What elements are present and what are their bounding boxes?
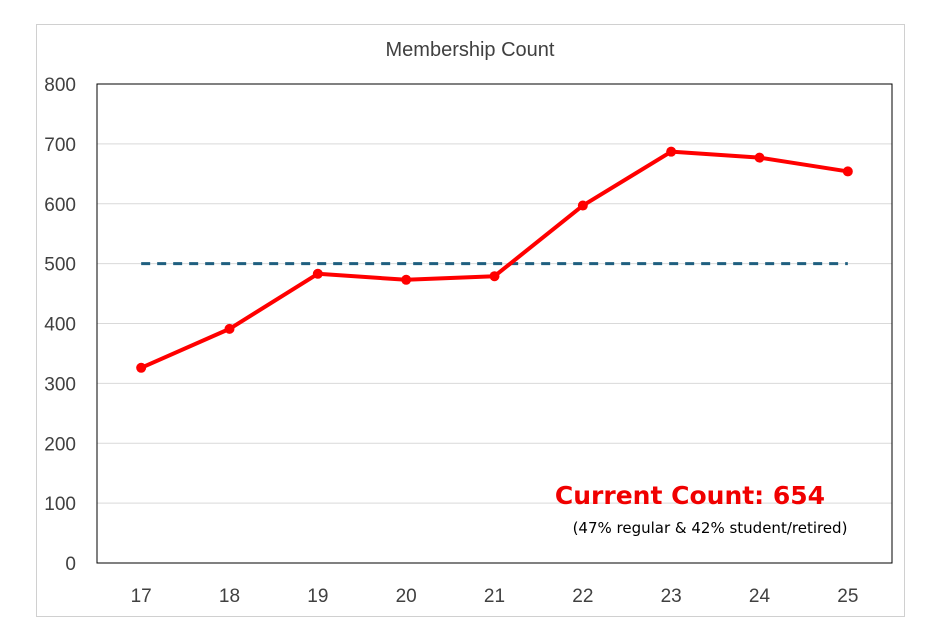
gridlines — [97, 143, 892, 504]
data-point — [754, 152, 765, 163]
breakdown-annotation: (47% regular & 42% student/retired) — [573, 519, 848, 537]
data-point — [312, 268, 323, 279]
x-tick-label: 19 — [307, 586, 328, 607]
y-tick-label: 100 — [44, 494, 76, 515]
data-point — [401, 274, 412, 285]
x-axis-ticks: 17 18 19 20 21 22 23 24 25 — [131, 586, 859, 607]
data-point — [577, 200, 588, 211]
x-tick-label: 17 — [131, 586, 152, 607]
x-tick-label: 20 — [396, 586, 417, 607]
x-tick-label: 18 — [219, 586, 240, 607]
y-tick-label: 0 — [65, 554, 76, 575]
y-tick-label: 300 — [44, 374, 76, 395]
chart-title: Membership Count — [386, 39, 555, 61]
current-count-annotation: Current Count: 654 — [555, 481, 825, 510]
y-axis-ticks: 0 100 200 300 400 500 600 700 800 — [44, 75, 76, 575]
membership-line — [140, 149, 849, 370]
x-tick-label: 25 — [837, 586, 858, 607]
y-tick-label: 600 — [44, 195, 76, 216]
x-tick-label: 24 — [749, 586, 771, 607]
y-tick-label: 700 — [44, 135, 76, 156]
series-layer — [136, 146, 853, 373]
data-point — [842, 166, 853, 177]
data-point — [666, 146, 677, 157]
data-point — [224, 323, 235, 334]
y-tick-label: 200 — [44, 434, 76, 455]
data-point — [136, 362, 147, 373]
y-tick-label: 800 — [44, 75, 76, 96]
y-tick-label: 500 — [44, 255, 76, 276]
x-tick-label: 23 — [661, 586, 682, 607]
x-tick-label: 21 — [484, 586, 505, 607]
data-point — [489, 271, 500, 282]
plot-area-border — [96, 83, 893, 564]
x-tick-label: 22 — [572, 586, 593, 607]
y-tick-label: 400 — [44, 315, 76, 336]
chart-frame — [36, 24, 905, 617]
